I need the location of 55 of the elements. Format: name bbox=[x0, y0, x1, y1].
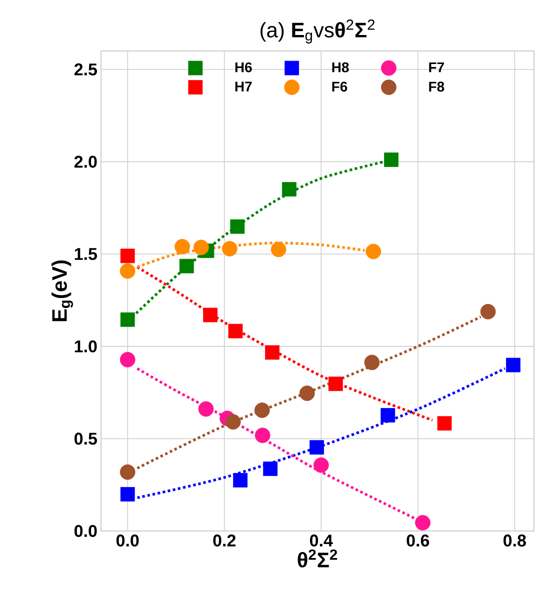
y-axis-title: E$_{g}$(eV) bbox=[52, 260, 73, 322]
x-tick-label: 0.8 bbox=[504, 534, 526, 547]
point bbox=[380, 408, 396, 422]
y-tick-label: 1.0 bbox=[74, 340, 97, 352]
legend-label: H6 bbox=[235, 62, 252, 72]
point bbox=[120, 248, 135, 264]
point bbox=[203, 308, 218, 322]
point bbox=[120, 464, 136, 480]
point bbox=[506, 358, 520, 372]
point bbox=[263, 462, 278, 476]
point bbox=[179, 258, 194, 274]
legend-label: F6 bbox=[332, 82, 348, 92]
legend-label: F8 bbox=[429, 82, 444, 92]
point bbox=[120, 263, 136, 279]
legend-label: H7 bbox=[235, 82, 252, 92]
y-tick-label: 0.5 bbox=[74, 432, 97, 445]
y-tick-label: 2.0 bbox=[74, 156, 97, 168]
point bbox=[384, 152, 398, 167]
x-tick-label: 0.4 bbox=[310, 534, 333, 547]
point bbox=[120, 487, 135, 502]
legend-label: F7 bbox=[429, 62, 444, 72]
point bbox=[120, 352, 136, 368]
point bbox=[366, 244, 382, 260]
point bbox=[193, 240, 209, 256]
point bbox=[313, 457, 329, 473]
line-series bbox=[136, 266, 434, 422]
point bbox=[222, 241, 238, 256]
point bbox=[299, 386, 315, 401]
point bbox=[265, 345, 280, 360]
point bbox=[480, 304, 496, 320]
point bbox=[233, 473, 248, 488]
point bbox=[174, 238, 190, 254]
point bbox=[364, 354, 380, 370]
point bbox=[228, 324, 243, 338]
point bbox=[270, 242, 286, 258]
point bbox=[328, 376, 343, 392]
x-tick-label: 0.0 bbox=[116, 534, 139, 547]
chart-title: (a) E$_{g}$vsθ$^{2}$Σ$^{2}$ bbox=[260, 20, 375, 44]
x-tick-label: 0.2 bbox=[213, 534, 236, 547]
point bbox=[198, 401, 214, 417]
point bbox=[282, 182, 296, 196]
point bbox=[437, 416, 452, 431]
point bbox=[230, 219, 245, 234]
point bbox=[415, 514, 430, 530]
x-axis-title: θ$^{2}$Σ$^{2}$ bbox=[298, 549, 338, 568]
point bbox=[254, 428, 270, 444]
y-tick-label: 2.5 bbox=[74, 63, 97, 76]
x-tick-label: 0.6 bbox=[406, 534, 430, 547]
legend-label: H8 bbox=[332, 62, 349, 72]
y-tick-label: 0.0 bbox=[74, 524, 97, 538]
point bbox=[254, 402, 270, 418]
point bbox=[225, 414, 241, 430]
point bbox=[310, 440, 324, 455]
point bbox=[120, 312, 135, 327]
y-tick-label: 1.5 bbox=[74, 248, 97, 260]
